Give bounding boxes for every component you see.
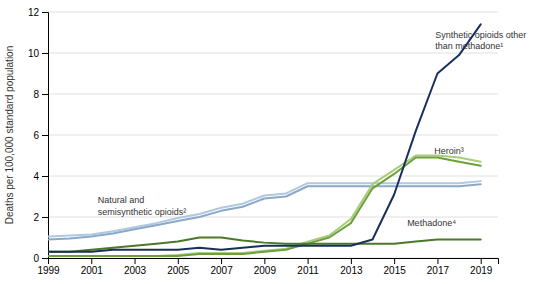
annotation: Methadone⁴ [407,218,456,228]
tick: 2009 [254,258,277,276]
tick: 2005 [167,258,190,276]
tick-mark [351,258,352,264]
annotation-line: Synthetic opioids other [435,30,526,40]
tick-label: 2005 [167,265,190,276]
x-axis: 1999 2001 2003 2005 2007 2009 2011 2013 2015 2017… [37,258,498,276]
tick-mark [437,258,438,264]
tick-mark [42,12,48,13]
tick: 2011 [297,258,319,276]
tick-mark [394,258,395,264]
tick-mark [135,258,136,264]
annotation: Heroin³ [434,146,464,156]
annotation-line: semisynthetic opioids² [98,207,187,217]
tick-label: 2011 [297,265,319,276]
annotation-line: Heroin³ [434,146,464,156]
tick-mark [264,258,265,264]
axis-line [49,259,499,265]
axis-line [42,13,49,259]
tick-label: 2 [33,212,39,223]
tick-label: 2017 [427,265,450,276]
tick: 8 [33,89,48,100]
tick-mark [42,258,48,259]
annotation: Synthetic opioids otherthan methadone¹ [435,30,526,51]
grid-line [48,12,498,13]
tick-mark [42,53,48,54]
tick-label: 2019 [470,265,493,276]
tick-label: 8 [33,89,39,100]
tick-label: 2001 [81,265,104,276]
grid-line [48,135,498,136]
tick: 2007 [210,258,233,276]
tick-label: 2009 [254,265,277,276]
tick-mark [42,217,48,218]
lines [48,24,481,256]
y-axis-title: Deaths per 100,000 standard population [4,46,15,224]
tick-label: 2015 [384,265,407,276]
tick: 2015 [384,258,407,276]
tick-mark [308,258,309,264]
plot: 1999 2001 2003 2005 2007 2009 2011 2013 2015 2017… [28,7,526,276]
series-line [48,158,481,256]
series-line [48,181,481,236]
tick-label: 0 [33,253,39,264]
tick-label: 2003 [124,265,147,276]
tick-label: 1999 [37,265,60,276]
tick-mark [178,258,179,264]
tick: 2 [33,212,48,223]
tick-label: 10 [28,48,40,59]
annotation-line: Methadone⁴ [407,218,456,228]
tick: 2017 [427,258,450,276]
series-line [48,184,481,239]
series-line [48,24,481,252]
tick: 2003 [124,258,147,276]
tick-label: 4 [33,171,39,182]
tick: 1999 [37,258,60,276]
tick: 2019 [470,258,493,276]
tick-label: 2007 [210,265,233,276]
tick: 0 [33,253,48,264]
grid-line [48,53,498,54]
tick-label: 12 [28,7,40,18]
tick-label: 2013 [340,265,363,276]
tick: 12 [28,7,48,18]
tick: 2001 [81,258,104,276]
y-axis: 0 2 4 6 8 10 12 [28,7,49,264]
tick-mark [42,94,48,95]
annotation-line: Natural and [98,195,145,205]
tick-mark [481,258,482,264]
chart: 1999 2001 2003 2005 2007 2009 2011 2013 2015 2017… [0,0,560,284]
tick-mark [91,258,92,264]
grid-line [48,176,498,177]
annotation-line: than methadone¹ [435,41,503,51]
series-line [48,156,481,256]
tick-label: 6 [33,130,39,141]
tick: 2013 [340,258,363,276]
tick-mark [42,135,48,136]
grid [48,12,498,258]
tick-mark [42,176,48,177]
annotations: Natural and semisynthetic opioids² Synthet… [98,30,527,228]
tick: 10 [28,48,48,59]
tick: 6 [33,130,48,141]
tick-mark [221,258,222,264]
tick: 4 [33,171,48,182]
annotation: Natural and semisynthetic opioids² [98,195,187,216]
